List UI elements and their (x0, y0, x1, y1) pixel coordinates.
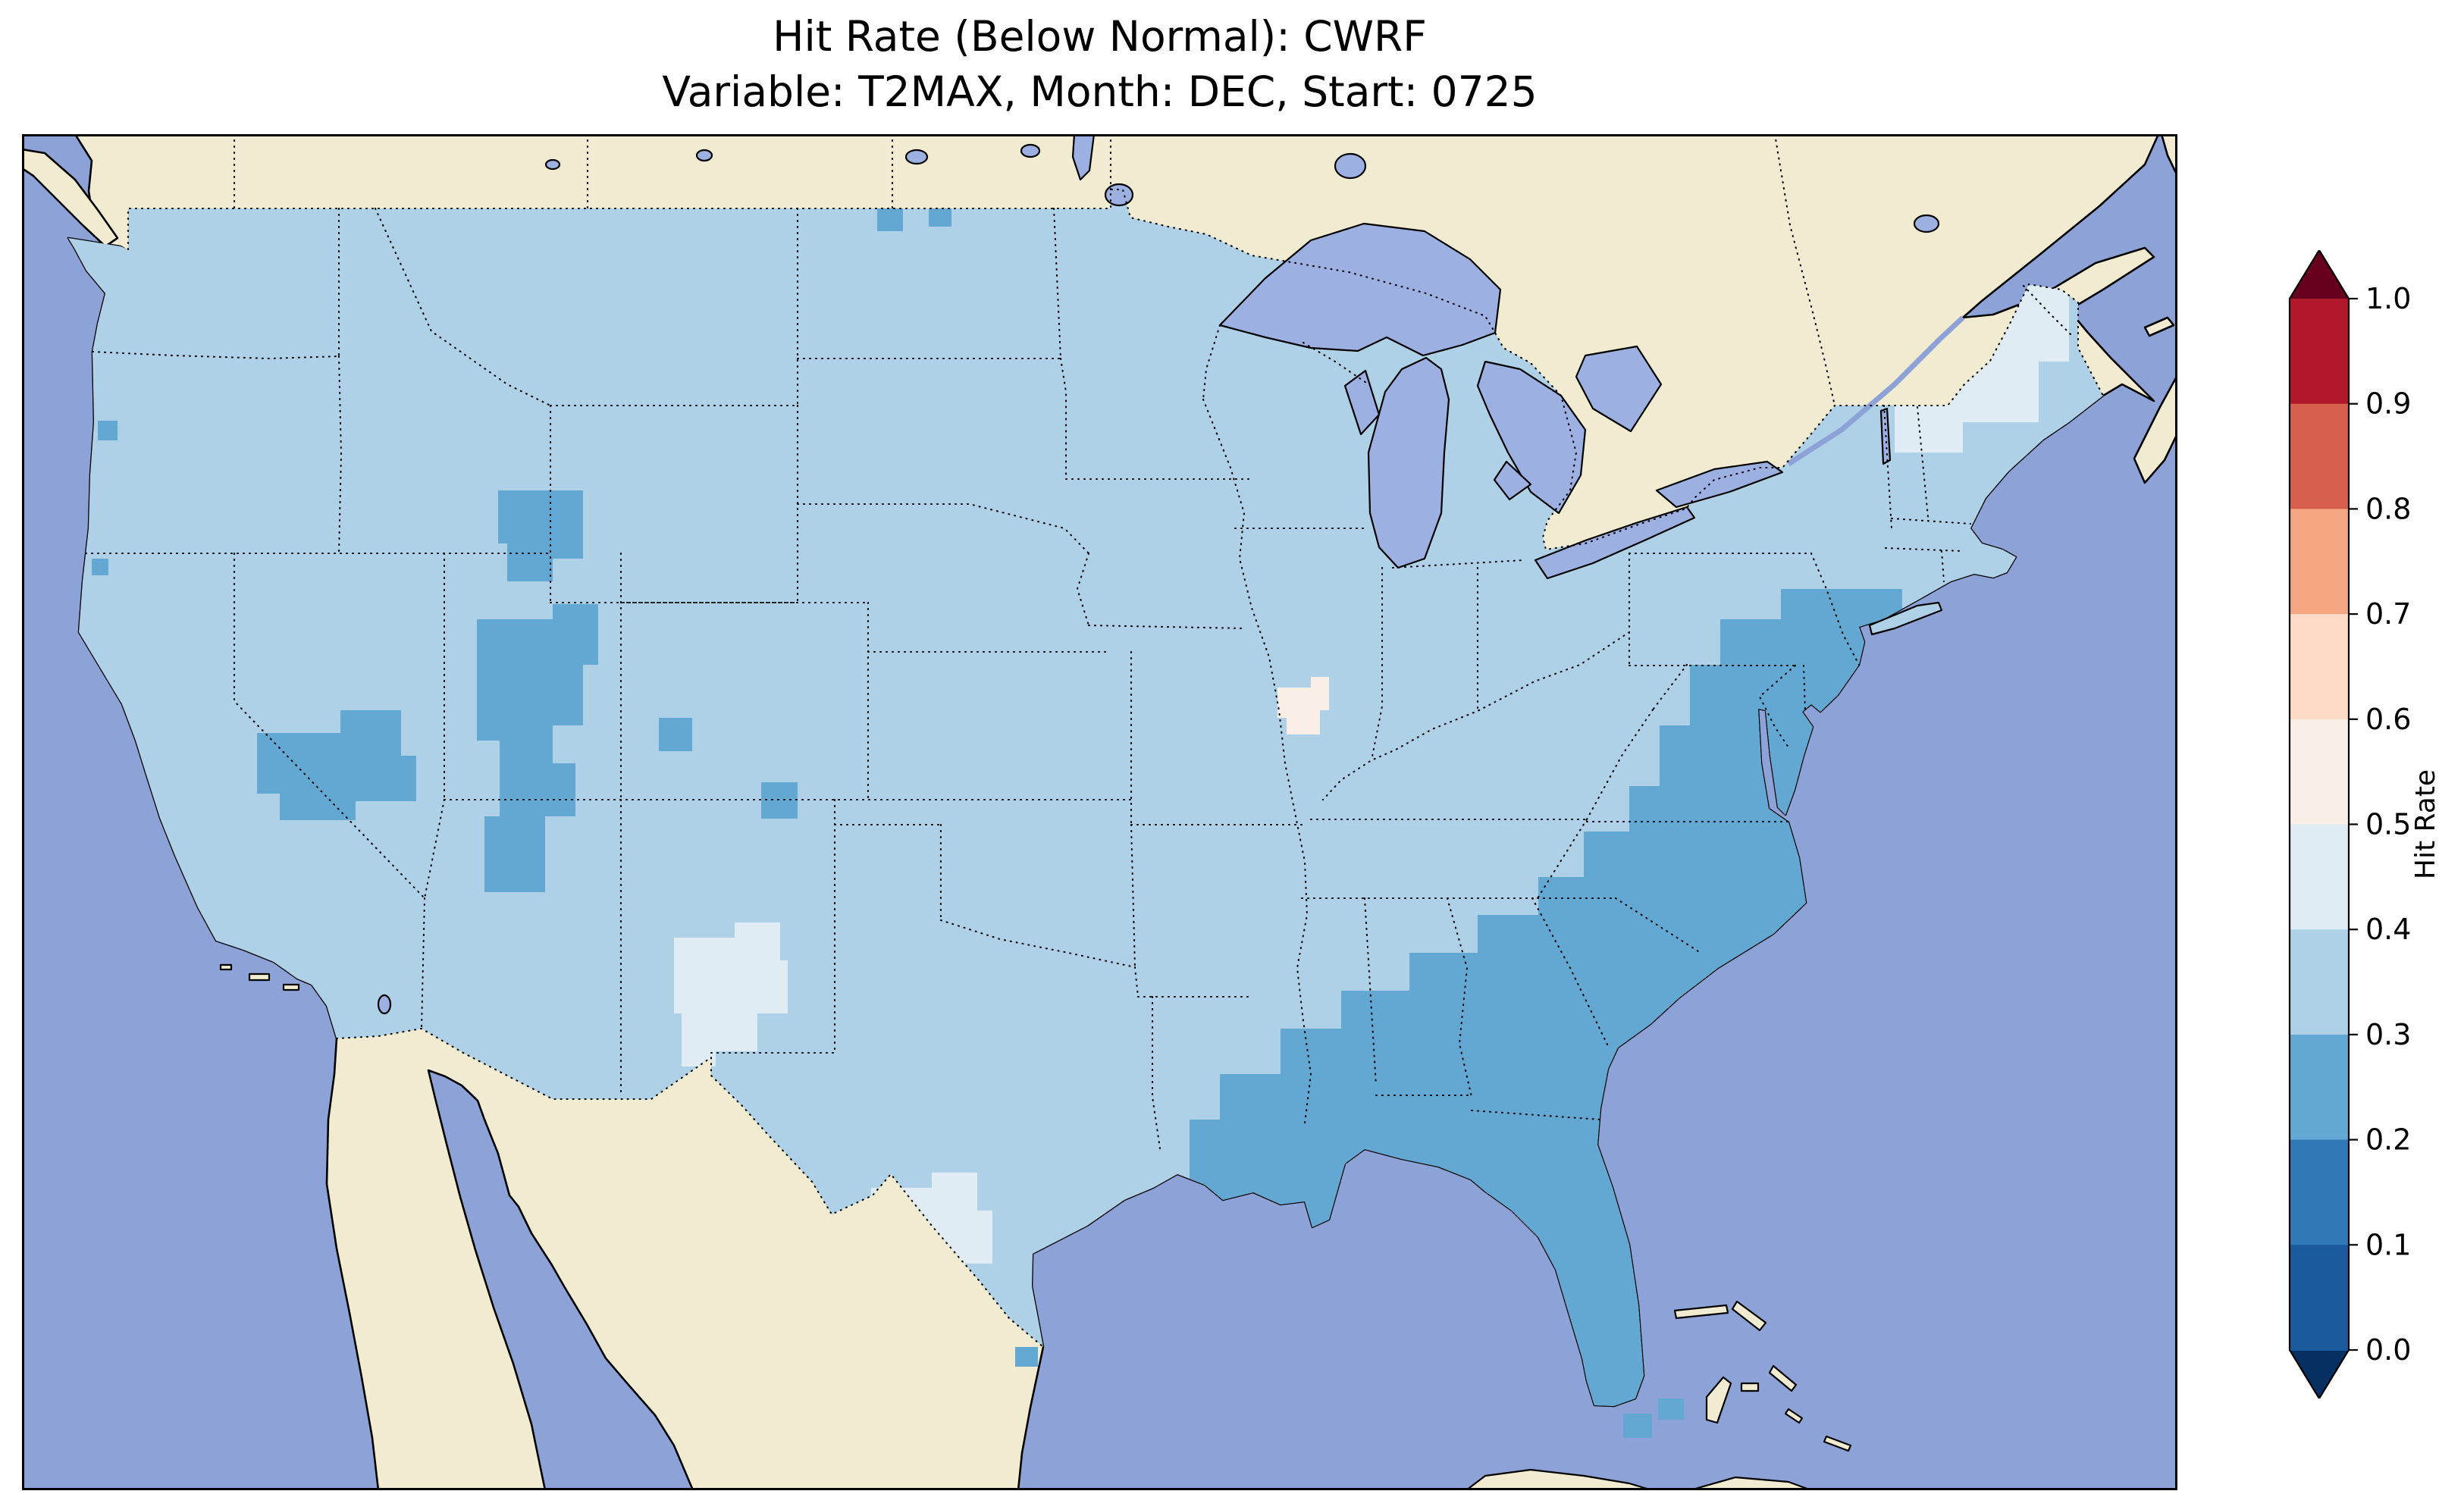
andros-island (1705, 1376, 1732, 1424)
colorbar-tick-label: 0.2 (2365, 1123, 2411, 1157)
patch-nca-coast (98, 421, 118, 440)
manitoba-lake-b (1020, 143, 1041, 158)
colorbar-segment (2290, 1139, 2349, 1246)
new-providence (1740, 1382, 1760, 1392)
s-texas-tip-cell (1015, 1347, 1038, 1367)
colorbar-tick-label: 0.8 (2365, 492, 2411, 525)
abaco-island (1731, 1300, 1767, 1332)
colorbar-tick-label: 0.5 (2365, 808, 2411, 841)
patch-nd-border-a (877, 208, 903, 231)
title-line-1: Hit Rate (Below Normal): CWRF (773, 12, 1427, 61)
colorbar-tick-label: 0.9 (2365, 387, 2411, 421)
small-islands (219, 963, 1852, 1490)
channel-island-a (248, 973, 271, 982)
lake-erie (1534, 506, 1696, 580)
lake-nipigon (1334, 152, 1367, 180)
alberta-lake (544, 158, 561, 171)
colorbar-segment (2290, 929, 2349, 1035)
map-frame (22, 134, 2177, 1490)
keys-cell-a (1623, 1414, 1652, 1438)
figure-title: Hit Rate (Below Normal): CWRF Variable: … (22, 9, 2177, 119)
title-line-2: Variable: T2MAX, Month: DEC, Start: 0725 (662, 67, 1538, 116)
lake-huron (1476, 360, 1587, 515)
exuma-cays (1784, 1408, 1804, 1424)
patch-sw-colorado (659, 718, 692, 751)
colorbar-tick-label: 0.3 (2365, 1018, 2411, 1051)
colorbar-segment (2290, 614, 2349, 720)
colorbar-tick-label: 0.1 (2365, 1228, 2411, 1261)
georgian-bay (1575, 345, 1663, 433)
lake-superior (1218, 222, 1502, 357)
colorbar-tick-label: 0.7 (2365, 597, 2411, 631)
colorbar-tick-label: 0.6 (2365, 703, 2411, 736)
colorbar-extend-below (2290, 1350, 2349, 1398)
colorbar-segment (2290, 1245, 2349, 1351)
saginaw-bay (1493, 460, 1532, 501)
lake-michigan (1367, 356, 1450, 569)
lakes (377, 134, 1940, 1015)
colorbar-tick-label: 0.4 (2365, 913, 2411, 946)
colorbar-segment (2290, 824, 2349, 931)
colorbar-segment (2290, 299, 2349, 405)
channel-island-c (219, 963, 233, 971)
grand-bahama (1673, 1304, 1729, 1320)
colorbar-segment (2290, 509, 2349, 615)
patch-nd-border-b (929, 208, 951, 227)
manitoba-lake-a (904, 149, 929, 165)
stray-data-cells (1015, 1347, 1684, 1438)
colorbar-tick-label: 1.0 (2365, 282, 2411, 315)
colorbar-tick-label: 0.0 (2365, 1333, 2411, 1367)
patch-north-utah (498, 490, 583, 581)
lac-saint-jean (1913, 214, 1940, 233)
channel-island-b (282, 983, 300, 991)
conus-hit-rate-map (22, 134, 2177, 1490)
saskatchewan-lake (695, 149, 713, 162)
green-bay (1343, 369, 1381, 436)
patches-hr-0.5-0.6 (1277, 677, 1329, 734)
colorbar-segment (2290, 403, 2349, 510)
long-island-bahamas (1823, 1435, 1852, 1452)
st-lawrence-river (1787, 315, 1965, 466)
patch-central-utah-four-corners (477, 604, 598, 892)
colorbar-axis-label: Hit Rate (2410, 769, 2441, 879)
salton-sea (377, 994, 392, 1015)
patch-ca-coast (92, 559, 108, 575)
colorbar-segment (2290, 1034, 2349, 1141)
colorbar-segment (2290, 719, 2349, 825)
nova-scotia (2133, 374, 2177, 484)
newfoundland-corner (2160, 134, 2177, 177)
cuba-east-sliver (1688, 1476, 1813, 1490)
prince-edward-island (2143, 316, 2175, 337)
lake-winnipeg (1071, 134, 1096, 181)
cuba-north-coast (1465, 1468, 1654, 1490)
patch-nevada-arizona (257, 710, 416, 820)
colorbar: 1.0 0.9 0.8 0.7 0.6 0.5 0.4 0.3 0.2 0.1 0.0 Hit Rat… (2288, 250, 2441, 1398)
patch-east-new-mexico (674, 922, 788, 1066)
colorbar-extend-above (2290, 250, 2349, 299)
national-borders (127, 188, 2105, 1348)
patch-s-colorado-nm (761, 782, 798, 819)
state-borders (84, 207, 1972, 1155)
lake-of-the-woods (1104, 183, 1134, 207)
keys-cell-b (1658, 1398, 1684, 1420)
patch-illinois (1277, 677, 1329, 734)
lake-ontario (1655, 460, 1784, 509)
eleuthera (1768, 1364, 1798, 1392)
long-island (1868, 601, 1943, 636)
province-borders (233, 134, 2075, 407)
